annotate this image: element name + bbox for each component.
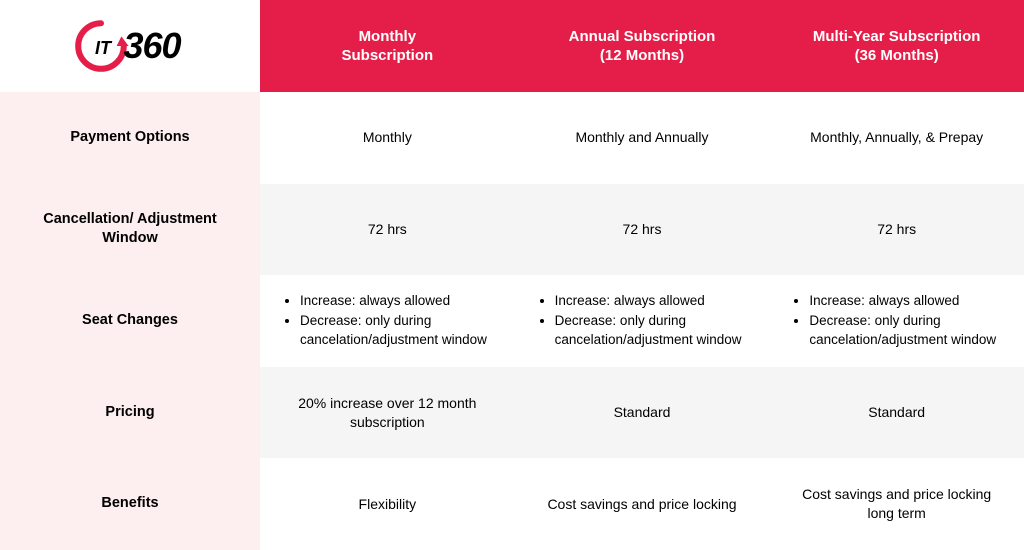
table-cell: 72 hrs xyxy=(515,184,770,276)
pricing-comparison-table: IT 360 Monthly Subscription Annual Subsc… xyxy=(0,0,1024,550)
table-cell: Standard xyxy=(515,367,770,459)
bullet-list: Increase: always allowed Decrease: only … xyxy=(791,291,1002,351)
table-cell: Monthly and Annually xyxy=(515,92,770,184)
row-label: Seat Changes xyxy=(0,275,260,367)
table-cell: Monthly xyxy=(260,92,515,184)
logo-arc-icon: IT xyxy=(71,16,131,76)
logo-cell: IT 360 xyxy=(0,0,260,92)
row-label: Benefits xyxy=(0,458,260,550)
table-cell: Increase: always allowed Decrease: only … xyxy=(515,275,770,367)
table-cell: Flexibility xyxy=(260,458,515,550)
column-header-multiyear: Multi-Year Subscription (36 Months) xyxy=(769,0,1024,92)
row-label: Cancellation/ Adjustment Window xyxy=(0,184,260,276)
bullet-list: Increase: always allowed Decrease: only … xyxy=(537,291,748,351)
column-header-monthly: Monthly Subscription xyxy=(260,0,515,92)
table-cell: Standard xyxy=(769,367,1024,459)
table-cell: Cost savings and price locking long term xyxy=(769,458,1024,550)
table-cell: 72 hrs xyxy=(260,184,515,276)
row-label: Payment Options xyxy=(0,92,260,184)
table-cell: Monthly, Annually, & Prepay xyxy=(769,92,1024,184)
table-cell: Increase: always allowed Decrease: only … xyxy=(260,275,515,367)
table-cell: 72 hrs xyxy=(769,184,1024,276)
row-label: Pricing xyxy=(0,367,260,459)
table-cell: Cost savings and price locking xyxy=(515,458,770,550)
column-header-annual: Annual Subscription (12 Months) xyxy=(515,0,770,92)
svg-text:IT: IT xyxy=(95,38,113,58)
table-cell: 20% increase over 12 month subscription xyxy=(260,367,515,459)
logo-text: 360 xyxy=(123,22,180,71)
bullet-list: Increase: always allowed Decrease: only … xyxy=(282,291,493,351)
brand-logo: IT 360 xyxy=(71,16,180,76)
table-cell: Increase: always allowed Decrease: only … xyxy=(769,275,1024,367)
